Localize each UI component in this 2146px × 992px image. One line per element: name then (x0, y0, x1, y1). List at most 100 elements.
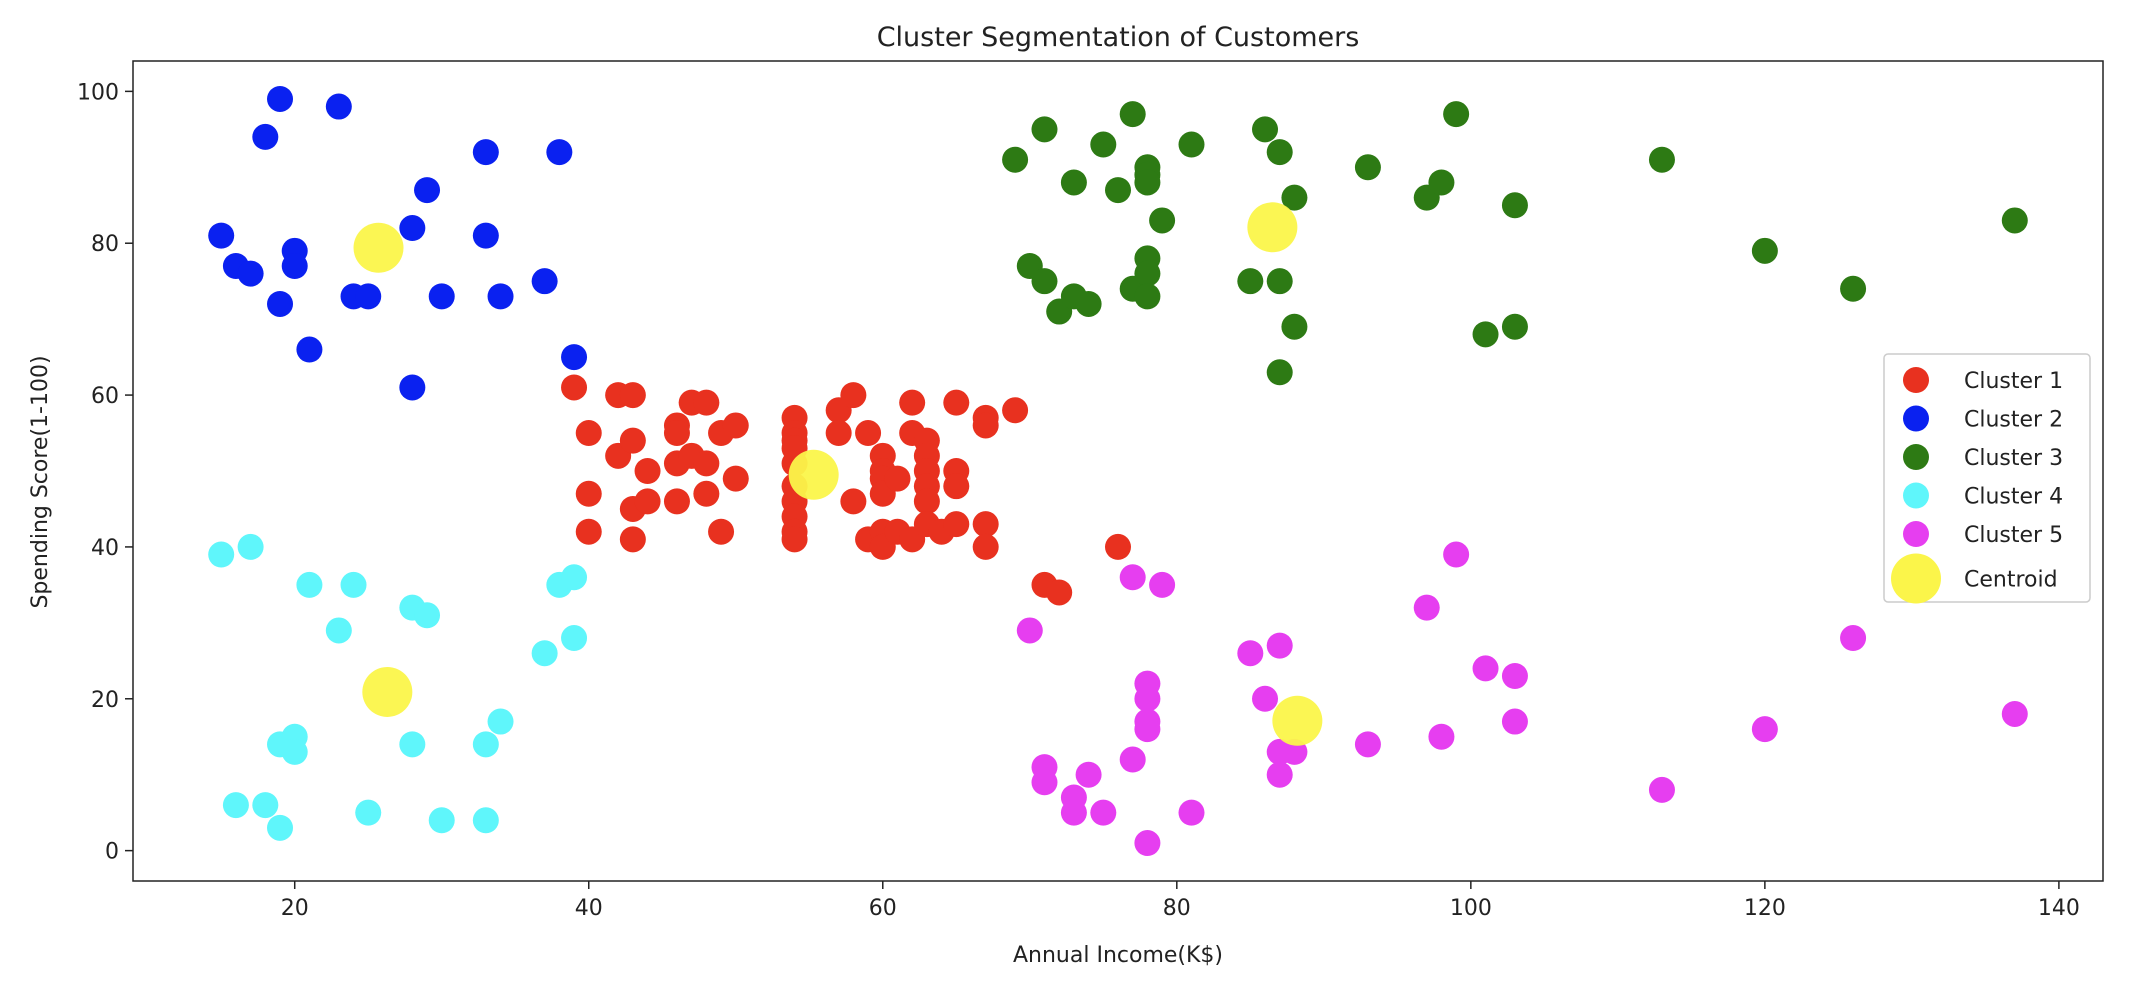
data-point (1281, 184, 1308, 211)
data-point (1501, 663, 1528, 689)
data-point (1075, 761, 1102, 788)
data-point (1751, 237, 1778, 264)
data-point (1428, 169, 1455, 196)
data-point (943, 473, 970, 500)
data-point (1501, 313, 1528, 340)
legend-label: Cluster 5 (1964, 523, 2063, 548)
centroid-point (353, 222, 404, 273)
series-cluster-4 (208, 533, 588, 841)
data-point (561, 344, 588, 371)
x-tick-label: 80 (1163, 896, 1191, 921)
data-point (414, 177, 441, 204)
data-point (472, 139, 499, 166)
data-point (546, 139, 573, 166)
data-point (1134, 169, 1161, 196)
data-point (487, 283, 514, 310)
data-point (972, 412, 999, 439)
data-point (325, 93, 352, 120)
data-point (693, 480, 720, 507)
x-tick-label: 120 (1744, 896, 1786, 921)
data-point (972, 533, 999, 560)
data-point (472, 731, 499, 758)
series-cluster-3 (1002, 101, 2028, 386)
data-point (693, 450, 720, 477)
data-point (708, 518, 735, 545)
data-point (1648, 146, 1675, 173)
legend-marker (1903, 405, 1929, 432)
data-point (1178, 799, 1205, 826)
data-point (561, 374, 588, 401)
data-point (1149, 571, 1176, 598)
data-point (561, 564, 588, 591)
data-point (943, 511, 970, 538)
data-point (1501, 192, 1528, 219)
legend-marker (1903, 367, 1929, 393)
series-cluster-5 (1016, 541, 2028, 857)
data-point (355, 283, 382, 310)
data-point (1266, 359, 1293, 386)
x-tick-label: 60 (869, 896, 897, 921)
data-point (575, 420, 602, 447)
data-point (1840, 275, 1867, 302)
data-point (399, 374, 426, 401)
data-point (252, 792, 279, 819)
x-axis: 20 40 60 80 100 120 140 (281, 881, 2080, 921)
data-point (913, 488, 940, 515)
legend-box (1883, 353, 2091, 603)
data-point (340, 571, 367, 598)
data-point (825, 420, 852, 447)
data-point (1031, 116, 1058, 143)
data-point (1060, 799, 1087, 826)
data-point (428, 807, 455, 834)
data-point (2001, 700, 2028, 727)
data-point (972, 511, 999, 538)
data-point (237, 533, 264, 560)
data-point (428, 283, 455, 310)
data-point (1354, 731, 1381, 758)
data-point (575, 480, 602, 507)
data-point (1149, 207, 1176, 234)
data-point (1237, 268, 1264, 295)
x-axis-title: Annual Income(K$) (1013, 943, 1223, 968)
data-point (1443, 541, 1470, 568)
data-point (267, 85, 294, 112)
data-point (1178, 131, 1205, 158)
data-point (2001, 207, 2028, 234)
x-tick-label: 140 (2038, 896, 2080, 921)
data-point (634, 488, 661, 515)
x-tick-label: 40 (575, 896, 603, 921)
chart-title: Cluster Segmentation of Customers (877, 22, 1360, 53)
data-point (855, 420, 882, 447)
data-point (1016, 617, 1043, 644)
data-point (237, 260, 264, 287)
data-point (840, 382, 867, 409)
data-point (1840, 625, 1867, 652)
data-point (1266, 268, 1293, 295)
data-point (619, 526, 646, 553)
data-point (1002, 146, 1029, 173)
data-point (208, 541, 235, 568)
data-point (634, 458, 661, 484)
legend-label: Cluster 3 (1964, 446, 2063, 471)
data-point (1090, 131, 1117, 158)
data-point (1119, 564, 1146, 591)
data-point (1237, 640, 1264, 667)
legend: Cluster 1 Cluster 2 Cluster 3 Cluster 4 Clus… (1883, 353, 2091, 604)
data-point (1266, 632, 1293, 659)
data-point (1472, 655, 1499, 682)
y-tick-label: 80 (91, 232, 119, 257)
data-point (222, 792, 249, 819)
data-point (1119, 746, 1146, 773)
data-point (1648, 776, 1675, 803)
data-point (1472, 321, 1499, 348)
data-point (531, 640, 558, 667)
data-point (208, 222, 235, 249)
legend-label: Cluster 2 (1964, 408, 2063, 433)
legend-label: Cluster 4 (1964, 485, 2063, 510)
data-point (722, 465, 749, 492)
data-point (1281, 313, 1308, 340)
data-point (1134, 685, 1161, 712)
data-point (267, 290, 294, 317)
data-point (281, 738, 308, 765)
